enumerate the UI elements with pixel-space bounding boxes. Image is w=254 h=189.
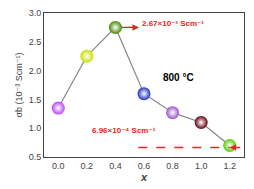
svg-text:1.5: 1.5 xyxy=(29,95,42,105)
svg-text:0.0: 0.0 xyxy=(52,161,65,171)
svg-text:6.96×10⁻⁴ Scm⁻¹: 6.96×10⁻⁴ Scm⁻¹ xyxy=(92,126,156,135)
svg-text:3.0: 3.0 xyxy=(29,8,42,18)
svg-text:2.0: 2.0 xyxy=(29,66,42,76)
svg-text:1.0: 1.0 xyxy=(29,123,42,133)
svg-text:0.8: 0.8 xyxy=(166,161,179,171)
svg-text:0.4: 0.4 xyxy=(109,161,122,171)
svg-text:1.0: 1.0 xyxy=(195,161,208,171)
svg-text:0.5: 0.5 xyxy=(29,152,42,162)
svg-text:2.67×10⁻³ Scm⁻¹: 2.67×10⁻³ Scm⁻¹ xyxy=(142,19,204,28)
svg-text:0.6: 0.6 xyxy=(138,161,151,171)
svg-text:2.5: 2.5 xyxy=(29,37,42,47)
svg-text:σb (10⁻³ Scm⁻¹): σb (10⁻³ Scm⁻¹) xyxy=(14,52,24,117)
svg-text:1.2: 1.2 xyxy=(223,161,236,171)
svg-text:0.2: 0.2 xyxy=(81,161,94,171)
svg-text:800 °C: 800 °C xyxy=(163,72,194,83)
svg-text:x: x xyxy=(140,171,148,183)
